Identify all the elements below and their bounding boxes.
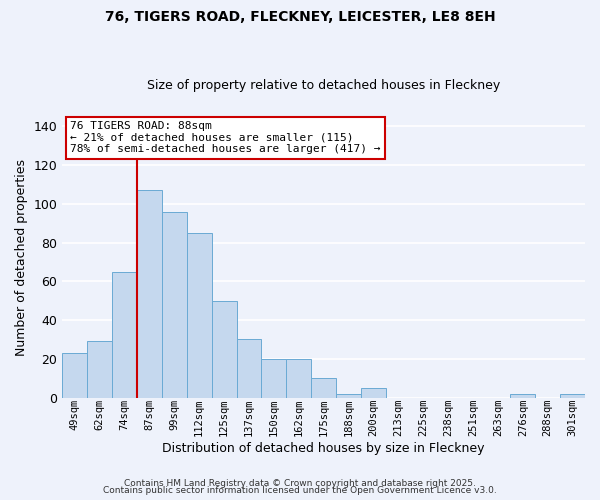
Bar: [112, 272, 137, 398]
Bar: [311, 378, 336, 398]
X-axis label: Distribution of detached houses by size in Fleckney: Distribution of detached houses by size …: [163, 442, 485, 455]
Bar: [87, 342, 112, 398]
Text: Contains HM Land Registry data © Crown copyright and database right 2025.: Contains HM Land Registry data © Crown c…: [124, 478, 476, 488]
Bar: [361, 388, 386, 398]
Bar: [62, 353, 87, 398]
Y-axis label: Number of detached properties: Number of detached properties: [15, 158, 28, 356]
Bar: [212, 300, 236, 398]
Bar: [511, 394, 535, 398]
Text: 76, TIGERS ROAD, FLECKNEY, LEICESTER, LE8 8EH: 76, TIGERS ROAD, FLECKNEY, LEICESTER, LE…: [104, 10, 496, 24]
Bar: [560, 394, 585, 398]
Bar: [236, 340, 262, 398]
Bar: [162, 212, 187, 398]
Text: Contains public sector information licensed under the Open Government Licence v3: Contains public sector information licen…: [103, 486, 497, 495]
Bar: [187, 233, 212, 398]
Bar: [262, 359, 286, 398]
Text: 76 TIGERS ROAD: 88sqm
← 21% of detached houses are smaller (115)
78% of semi-det: 76 TIGERS ROAD: 88sqm ← 21% of detached …: [70, 121, 380, 154]
Bar: [286, 359, 311, 398]
Bar: [137, 190, 162, 398]
Title: Size of property relative to detached houses in Fleckney: Size of property relative to detached ho…: [147, 79, 500, 92]
Bar: [336, 394, 361, 398]
